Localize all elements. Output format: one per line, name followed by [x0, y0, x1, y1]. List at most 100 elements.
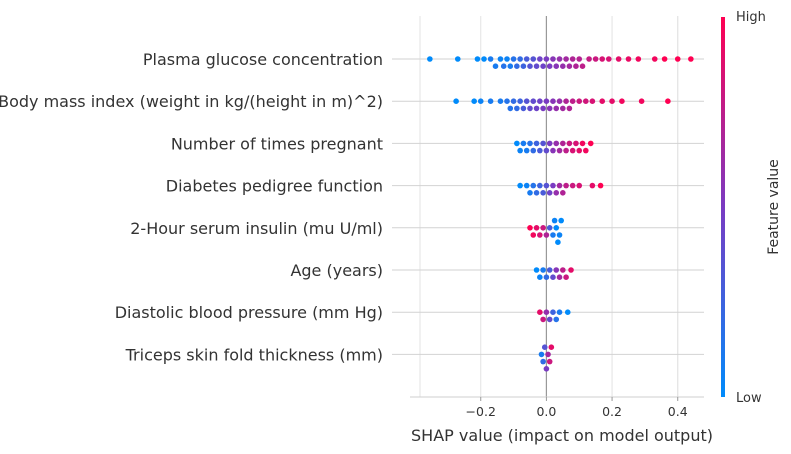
shap-point [665, 98, 671, 104]
shap-point [556, 309, 563, 316]
shap-point [661, 56, 668, 62]
shap-point [540, 190, 546, 196]
colorbar-low-label: Low [736, 391, 762, 406]
shap-point [619, 98, 625, 104]
shap-point [454, 56, 461, 62]
shap-point [589, 98, 596, 104]
shap-point [514, 105, 520, 112]
shap-point [517, 147, 523, 154]
feature-label: Age (years) [290, 261, 383, 280]
grid-lines [419, 16, 679, 397]
shap-point [527, 105, 533, 112]
shap-point [487, 98, 494, 104]
shap-point [533, 105, 540, 112]
shap-point [563, 147, 569, 154]
shap-point [487, 56, 494, 62]
colorbar-gradient [721, 17, 725, 397]
shap-point [553, 190, 560, 196]
shap-point [507, 63, 514, 69]
shap-point [674, 56, 681, 62]
shap-point [530, 56, 537, 62]
shap-point [504, 56, 510, 62]
x-axis-title: SHAP value (impact on model output) [411, 426, 713, 445]
feature-label: Body mass index (weight in kg/(height in… [0, 92, 383, 111]
colorbar-high-label: High [736, 10, 766, 25]
shap-point [520, 63, 527, 69]
shap-point [537, 232, 543, 238]
shap-point [576, 147, 583, 154]
shap-point [514, 140, 520, 147]
shap-point [599, 56, 606, 62]
shap-point [517, 98, 523, 104]
shap-point [553, 63, 560, 69]
shap-point [576, 182, 583, 189]
shap-point [546, 267, 553, 273]
shap-point [615, 56, 622, 62]
shap-point [492, 63, 499, 69]
shap-point [543, 182, 550, 189]
shap-point [560, 63, 566, 69]
shap-point [530, 147, 537, 154]
shap-point [540, 105, 546, 112]
shap-point [540, 225, 546, 231]
shap-point [497, 98, 504, 104]
feature-labels: Plasma glucose concentration Body mass in… [0, 50, 383, 364]
shap-point [553, 140, 560, 147]
shap-point [550, 274, 556, 281]
shap-point [523, 147, 530, 154]
shap-point [569, 147, 576, 154]
shap-point [576, 56, 583, 62]
shap-point [537, 98, 543, 104]
shap-point [556, 232, 563, 238]
feature-label: Triceps skin fold thickness (mm) [125, 345, 383, 364]
shap-point [500, 63, 507, 69]
shap-point [579, 140, 586, 147]
shap-point [533, 225, 540, 231]
shap-point [556, 98, 563, 104]
shap-point [586, 56, 592, 62]
shap-point [527, 140, 533, 147]
shap-point [569, 98, 576, 104]
x-tick-label: 0.2 [602, 404, 622, 419]
shap-point [523, 98, 530, 104]
shap-point [533, 190, 540, 196]
shap-point [563, 98, 569, 104]
shap-point [553, 225, 560, 231]
shap-point [537, 274, 543, 281]
shap-point [599, 98, 606, 104]
shap-point [638, 98, 645, 104]
shap-point [546, 358, 553, 365]
shap-point [550, 182, 556, 189]
shap-point [514, 63, 520, 69]
shap-point [504, 98, 510, 104]
shap-point [497, 56, 504, 62]
shap-point [546, 63, 553, 69]
shap-point [556, 147, 563, 154]
shap-point [540, 316, 546, 323]
shap-point [579, 63, 586, 69]
shap-point [543, 56, 550, 62]
shap-point [563, 182, 569, 189]
shap-point [523, 56, 530, 62]
feature-label: Diabetes pedigree function [166, 177, 383, 196]
shap-point [543, 274, 550, 281]
shap-point [556, 274, 563, 281]
shap-point [550, 232, 556, 238]
shap-point [517, 56, 523, 62]
shap-point [533, 140, 540, 147]
shap-point [550, 98, 556, 104]
shap-point [568, 267, 574, 273]
shap-point [546, 105, 553, 112]
shap-point [533, 267, 540, 273]
shap-point [609, 98, 615, 104]
colorbar: High Low Feature value [721, 10, 782, 406]
shap-point [543, 147, 550, 154]
x-tick-label: −0.2 [466, 404, 496, 419]
shap-point [569, 56, 576, 62]
shap-point [548, 344, 555, 351]
shap-point [546, 316, 553, 323]
shap-point [566, 140, 573, 147]
shap-point [538, 351, 545, 358]
x-axis: −0.2 0.0 0.2 0.4 [410, 396, 704, 419]
